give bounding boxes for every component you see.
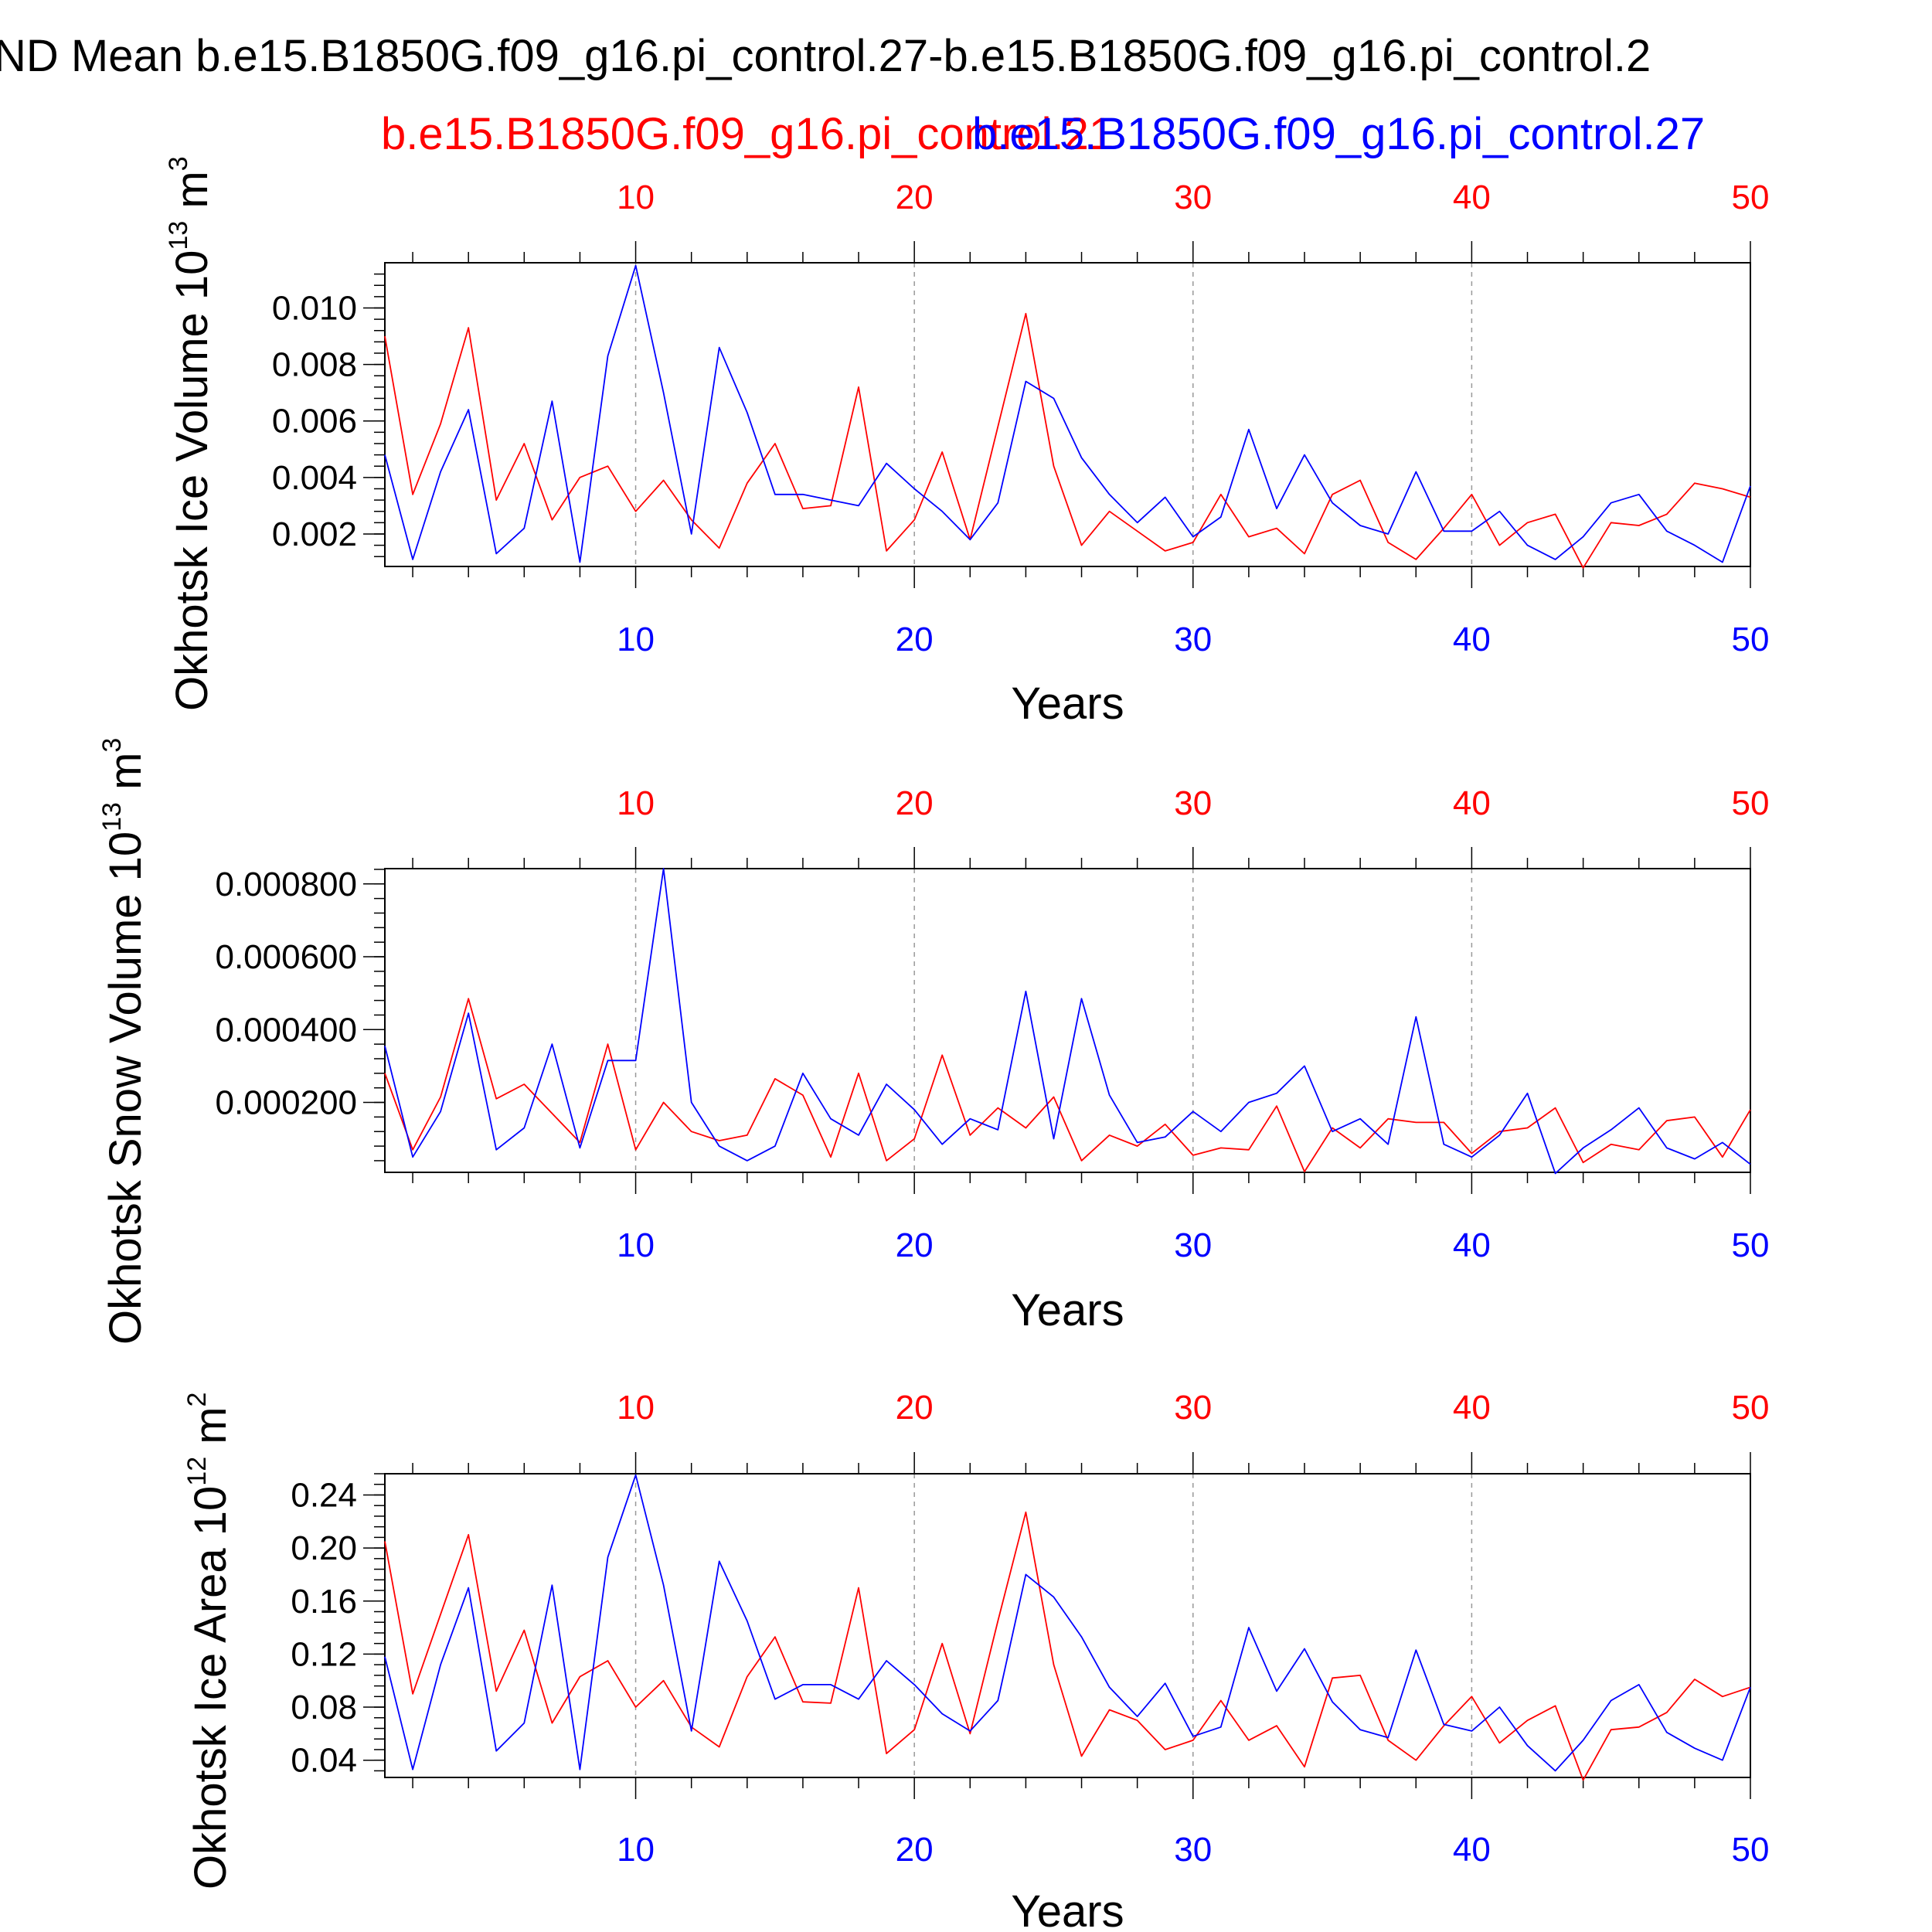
x-tick-label-top: 10 xyxy=(617,784,655,822)
y-tick-label: 0.008 xyxy=(272,346,357,384)
series-line-red xyxy=(384,998,1751,1172)
y-tick-label: 0.16 xyxy=(291,1583,357,1621)
x-tick-label-bottom: 40 xyxy=(1453,1226,1491,1264)
x-tick-label-top: 50 xyxy=(1732,1389,1770,1427)
x-tick-label-bottom: 30 xyxy=(1174,621,1212,658)
panel-3: 0.04 0.08 0.12 0.16 0.20 0.24 10 10 20 20 30 30 40 40… xyxy=(182,1389,1769,1932)
legend-red-label: b.e15.B1850G.f09_g16.pi_control.21 xyxy=(381,109,1114,159)
x-axis-label: Years xyxy=(1011,1886,1124,1932)
y-tick-label: 0.000800 xyxy=(215,866,357,903)
x-tick-label-bottom: 10 xyxy=(617,621,655,658)
x-tick-label-bottom: 10 xyxy=(617,1226,655,1264)
panel-1: 0.002 0.004 0.006 0.008 0.010 10 10 20 20 30 30 40 4… xyxy=(164,156,1769,729)
x-tick-label-top: 40 xyxy=(1453,179,1491,216)
y-axis-label: Okhotsk Ice Area 1012 m2 xyxy=(182,1393,236,1889)
x-tick-label-top: 20 xyxy=(896,1389,934,1427)
x-tick-label-bottom: 40 xyxy=(1453,621,1491,658)
x-axis-label: Years xyxy=(1011,1285,1124,1335)
x-tick-label-bottom: 50 xyxy=(1732,1831,1770,1869)
x-tick-label-top: 40 xyxy=(1453,784,1491,822)
x-tick-label-bottom: 30 xyxy=(1174,1226,1212,1264)
panel-2: 0.000200 0.000400 0.000600 0.000800 10 10 20 20… xyxy=(97,738,1769,1345)
series-line-blue xyxy=(384,1474,1751,1772)
y-tick-label: 0.004 xyxy=(272,459,357,497)
x-tick-label-bottom: 10 xyxy=(617,1831,655,1869)
x-tick-label-top: 50 xyxy=(1732,179,1770,216)
y-tick-label: 0.010 xyxy=(272,289,357,327)
x-tick-label-bottom: 20 xyxy=(896,1226,934,1264)
x-tick-label-bottom: 50 xyxy=(1732,621,1770,658)
x-tick-label-top: 20 xyxy=(896,179,934,216)
y-tick-label: 0.000600 xyxy=(215,938,357,976)
x-tick-label-top: 30 xyxy=(1174,179,1212,216)
x-tick-label-top: 50 xyxy=(1732,784,1770,822)
y-tick-label: 0.20 xyxy=(291,1529,357,1567)
series-line-red xyxy=(384,1511,1751,1781)
x-tick-label-bottom: 40 xyxy=(1453,1831,1491,1869)
series-line-blue xyxy=(384,868,1751,1175)
x-tick-label-bottom: 30 xyxy=(1174,1831,1212,1869)
y-tick-label: 0.24 xyxy=(291,1476,357,1514)
x-tick-label-top: 10 xyxy=(617,1389,655,1427)
plot-frame xyxy=(384,1473,1751,1778)
y-tick-label: 0.000200 xyxy=(215,1084,357,1122)
x-tick-label-bottom: 20 xyxy=(896,1831,934,1869)
chart-panels: 0.002 0.004 0.006 0.008 0.010 10 10 20 20 30 30 40 4… xyxy=(97,156,1769,1932)
y-tick-label: 0.002 xyxy=(272,515,357,553)
x-tick-label-top: 10 xyxy=(617,179,655,216)
series-line-red xyxy=(384,312,1751,569)
figure-title: ND Mean b.e15.B1850G.f09_g16.pi_control.… xyxy=(0,31,1651,81)
x-tick-label-top: 20 xyxy=(896,784,934,822)
y-tick-label: 0.08 xyxy=(291,1689,357,1726)
x-tick-label-bottom: 50 xyxy=(1732,1226,1770,1264)
y-tick-label: 0.12 xyxy=(291,1635,357,1673)
plot-frame xyxy=(384,262,1751,567)
y-tick-label: 0.04 xyxy=(291,1742,357,1780)
y-tick-label: 0.000400 xyxy=(215,1011,357,1049)
y-tick-label: 0.006 xyxy=(272,403,357,440)
y-axis-label: Okhotsk Snow Volume 1013 m3 xyxy=(97,738,151,1345)
x-tick-label-top: 40 xyxy=(1453,1389,1491,1427)
x-tick-label-top: 30 xyxy=(1174,1389,1212,1427)
plot-frame xyxy=(384,868,1751,1173)
y-axis-label: Okhotsk Ice Volume 1013 m3 xyxy=(164,156,217,711)
x-axis-label: Years xyxy=(1011,679,1124,729)
x-tick-label-bottom: 20 xyxy=(896,621,934,658)
legend-blue-label: b.e15.B1850G.f09_g16.pi_control.27 xyxy=(972,109,1705,159)
series-line-blue xyxy=(384,264,1751,563)
x-tick-label-top: 30 xyxy=(1174,784,1212,822)
